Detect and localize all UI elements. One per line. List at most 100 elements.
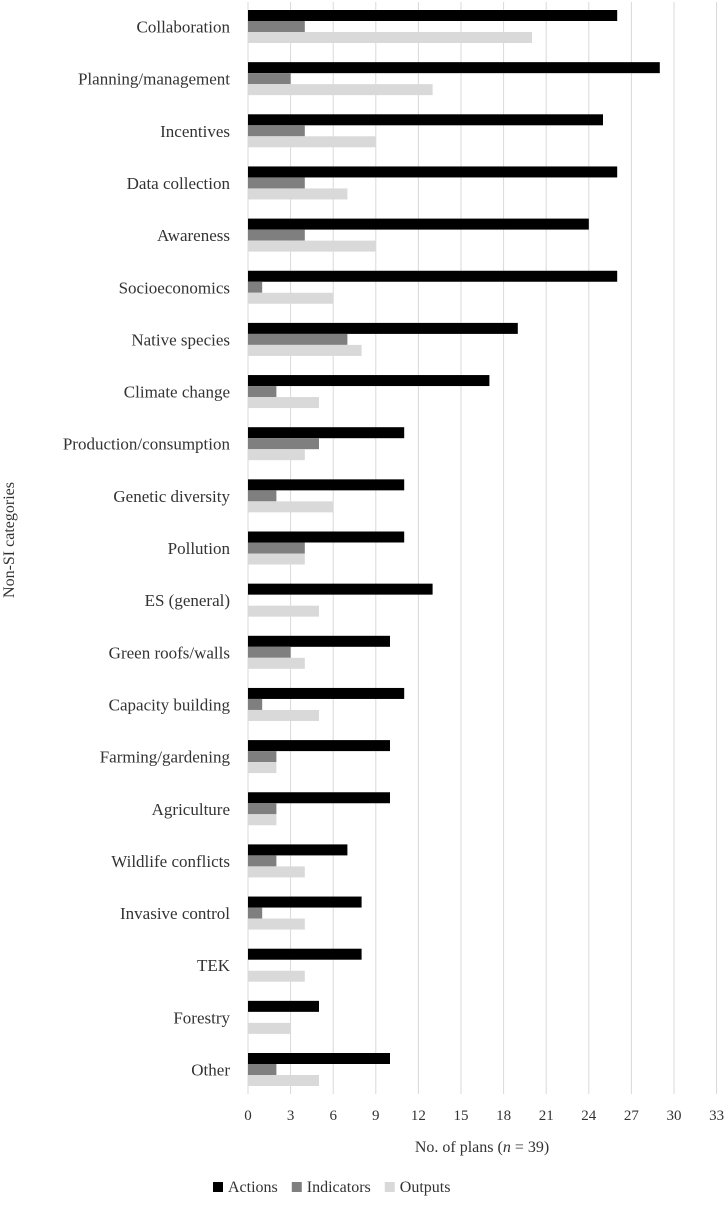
category-label: Incentives: [160, 122, 230, 141]
legend-swatch-outputs: [384, 1182, 395, 1192]
bar-actions: [248, 375, 490, 387]
bar-indicators: [248, 229, 305, 241]
bar-outputs: [248, 449, 305, 461]
category-label: Capacity building: [109, 695, 231, 714]
bar-indicators: [248, 646, 291, 658]
bar-actions: [248, 218, 589, 230]
legend-label: Indicators: [307, 1179, 371, 1196]
bar-actions: [248, 322, 518, 334]
category-label: Invasive control: [120, 904, 230, 923]
bar-actions: [248, 270, 618, 282]
bar-actions: [248, 844, 348, 856]
bar-outputs: [248, 762, 277, 774]
bar-outputs: [248, 240, 376, 252]
bar-outputs: [248, 709, 319, 721]
bar-outputs: [248, 657, 305, 669]
bar-actions: [248, 635, 390, 647]
bar-indicators: [248, 698, 263, 710]
legend: Actions Indicators Outputs: [213, 1179, 450, 1196]
bar-actions: [248, 1000, 319, 1012]
gridlines: [247, 2, 718, 1094]
bar-indicators: [248, 281, 263, 293]
bar-actions: [248, 166, 618, 178]
x-tick-label: 0: [244, 1108, 252, 1124]
category-label: ES (general): [145, 591, 230, 610]
bar-indicators: [248, 73, 291, 85]
bar-outputs: [248, 814, 277, 826]
category-labels: Collaboration Planning/management Incentiv…: [63, 18, 231, 1080]
bar-indicators: [248, 907, 263, 919]
bar-indicators: [248, 803, 277, 815]
bar-outputs: [248, 84, 433, 96]
category-label: Green roofs/walls: [109, 643, 230, 662]
bar-indicators: [248, 177, 305, 189]
x-tick-label: 21: [539, 1108, 554, 1124]
bars: [248, 10, 660, 1086]
x-tick-label: 18: [496, 1108, 511, 1124]
y-axis-title: Non-SI categories: [1, 482, 18, 598]
bar-outputs: [248, 918, 305, 930]
category-label: Native species: [131, 330, 230, 349]
category-label: Collaboration: [137, 18, 231, 37]
x-axis-title-prefix: No. of plans (: [415, 1139, 503, 1156]
x-tick-label: 9: [372, 1108, 380, 1124]
x-axis-title-n: n: [503, 1139, 511, 1156]
bar-actions: [248, 62, 660, 74]
x-tick-label: 6: [329, 1108, 337, 1124]
x-tick-label: 15: [454, 1108, 469, 1124]
bar-indicators: [248, 386, 277, 398]
bar-actions: [248, 896, 362, 908]
category-label: Wildlife conflicts: [111, 852, 230, 871]
x-axis-title-suffix: = 39): [511, 1139, 549, 1156]
x-tick-labels: 0 3 6 9 12 15 18 21 24 27 30 33: [244, 1108, 724, 1124]
category-label: TEK: [197, 956, 231, 975]
x-tick-label: 12: [411, 1108, 426, 1124]
bar-actions: [248, 792, 390, 804]
bar-actions: [248, 1053, 390, 1064]
category-label: Forestry: [173, 1008, 230, 1027]
bar-indicators: [248, 855, 277, 867]
legend-swatch-indicators: [291, 1182, 302, 1192]
bar-outputs: [248, 188, 348, 200]
x-tick-label: 33: [709, 1108, 724, 1124]
bar-indicators: [248, 333, 348, 345]
x-tick-label: 3: [287, 1108, 295, 1124]
x-axis-title: No. of plans (n = 39): [415, 1139, 549, 1156]
legend-swatch-actions: [213, 1182, 223, 1192]
x-tick-label: 30: [667, 1108, 682, 1124]
bar-actions: [248, 114, 603, 126]
bar-actions: [248, 740, 390, 752]
bar-actions: [248, 10, 618, 21]
bar-indicators: [248, 542, 305, 554]
bar-actions: [248, 687, 405, 699]
legend-label: Outputs: [400, 1179, 451, 1196]
bar-indicators: [248, 438, 319, 450]
bar-outputs: [248, 866, 305, 878]
category-label: Data collection: [127, 174, 231, 193]
bar-outputs: [248, 292, 334, 304]
bar-outputs: [248, 344, 362, 356]
legend-label: Actions: [228, 1179, 278, 1196]
x-tick-label: 27: [624, 1108, 640, 1124]
bar-indicators: [248, 1064, 277, 1075]
bar-actions: [248, 479, 405, 491]
category-label: Planning/management: [78, 70, 230, 89]
bar-outputs: [248, 1022, 291, 1034]
bar-outputs: [248, 136, 376, 148]
bar-outputs: [248, 501, 334, 513]
category-label: Genetic diversity: [113, 487, 230, 506]
bar-actions: [248, 948, 362, 960]
bar-indicators: [248, 751, 277, 763]
category-label: Awareness: [157, 226, 230, 245]
category-label: Climate change: [124, 383, 230, 402]
x-tick-label: 24: [581, 1108, 597, 1124]
bar-outputs: [248, 605, 319, 617]
bar-indicators: [248, 21, 305, 32]
bar-indicators: [248, 490, 277, 502]
category-label: Pollution: [168, 539, 231, 558]
bar-actions: [248, 427, 405, 439]
bar-outputs: [248, 553, 305, 565]
bar-outputs: [248, 32, 532, 43]
bar-outputs: [248, 970, 305, 982]
